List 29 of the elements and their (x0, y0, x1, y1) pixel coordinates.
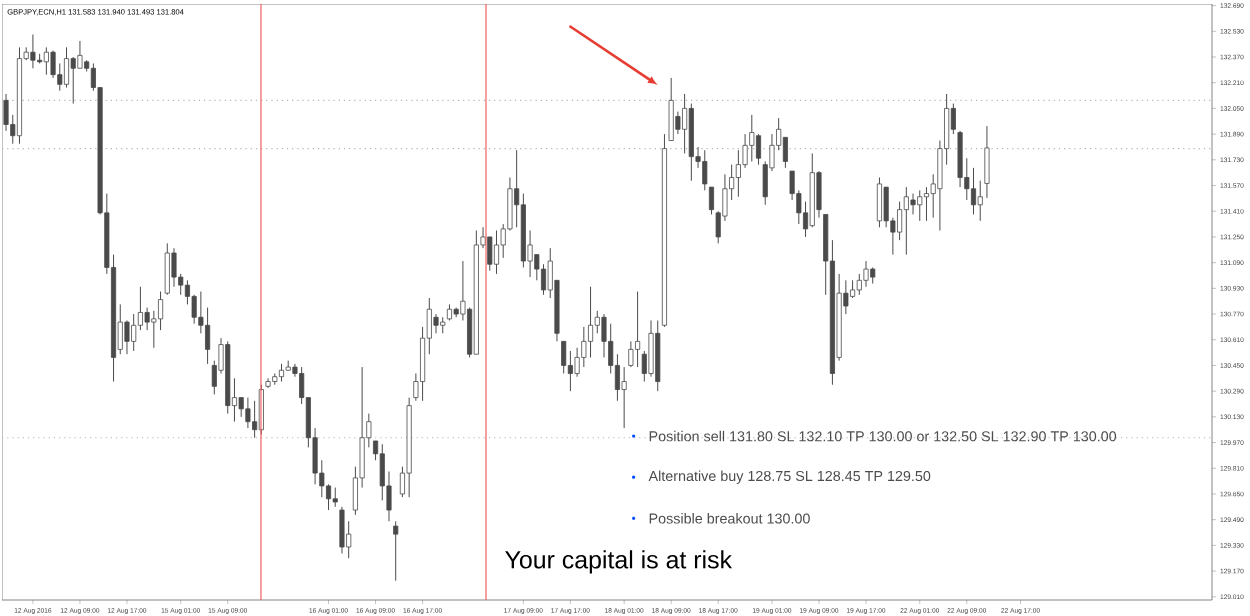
candlestick (393, 520, 399, 582)
candlestick (43, 46, 49, 76)
candlestick (124, 319, 130, 355)
candlestick (621, 366, 627, 429)
candlestick (910, 193, 916, 215)
candlestick (648, 319, 654, 378)
candlestick (588, 286, 594, 358)
candlestick (863, 260, 869, 288)
candlestick (903, 186, 909, 256)
candlestick (682, 93, 688, 154)
candlestick (970, 167, 977, 215)
candlestick (635, 291, 641, 368)
candlestick (131, 313, 137, 352)
candlestick (749, 114, 755, 162)
candlestick (63, 46, 70, 89)
candlestick (30, 34, 36, 69)
candlestick (493, 230, 500, 275)
candlestick (917, 189, 923, 222)
candlestick (782, 136, 788, 169)
candlestick (339, 506, 345, 554)
candlestick (561, 340, 567, 374)
candlestick (876, 176, 882, 228)
candlestick (70, 56, 76, 105)
annotation: Your capital is at risk (505, 550, 733, 574)
candlestick (923, 186, 930, 222)
candlestick (702, 149, 708, 191)
candlestick (332, 487, 338, 508)
candlestick (433, 313, 439, 334)
candlestick (171, 247, 177, 288)
